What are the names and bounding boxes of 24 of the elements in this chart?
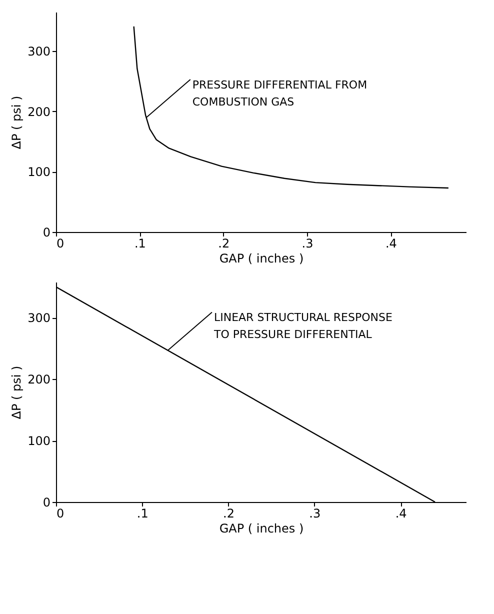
y-tick-label: 0	[42, 496, 50, 510]
x-tick-label: .4	[395, 506, 407, 520]
x-tick-label: .2	[218, 236, 230, 250]
x-tick-label: .1	[134, 236, 146, 250]
y-axis-title: ΔP ( psi )	[10, 366, 24, 420]
annotation: LINEAR STRUCTURAL RESPONSE TO PRESSURE DIFFERENTIAL	[212, 311, 392, 342]
x-tick-label: .2	[223, 506, 234, 520]
y-tick-label: 0	[42, 226, 50, 240]
annotation: PRESSURE DIFFERENTIAL FROM COMBUSTION GAS	[192, 78, 368, 108]
y-tick-label: 100	[28, 434, 50, 448]
x-axis-title: GAP ( inches )	[219, 522, 304, 536]
x-tick-label: .4	[385, 236, 397, 250]
x-tick-label: .3	[309, 506, 321, 520]
y-tick-label: 200	[28, 104, 50, 119]
x-tick-label: 0	[56, 236, 64, 250]
y-tick-label: 300	[28, 44, 50, 59]
y-tick-label: 200	[28, 372, 50, 387]
x-tick-label: .3	[302, 236, 314, 250]
y-axis-title: ΔP ( psi )	[10, 96, 24, 150]
x-tick-label: 0	[56, 506, 64, 520]
y-tick-label: 300	[28, 311, 50, 326]
x-axis-title: GAP ( inches )	[219, 252, 304, 266]
x-tick-label: .1	[136, 506, 148, 520]
y-tick-label: 100	[28, 165, 50, 180]
